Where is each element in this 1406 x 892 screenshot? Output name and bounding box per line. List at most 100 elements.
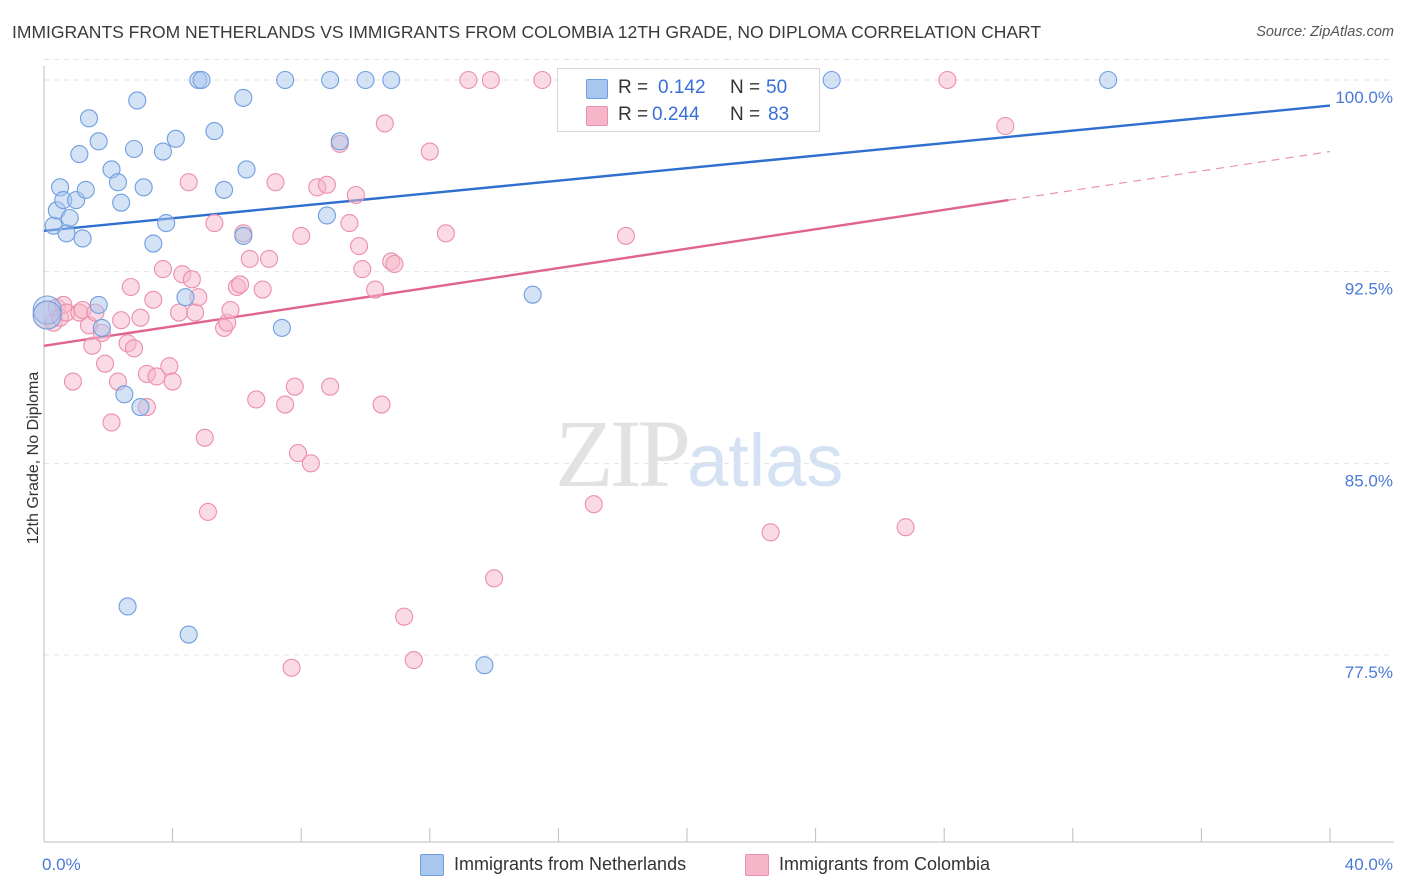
legend-r-label: R = xyxy=(618,77,649,98)
legend-n-value: 50 xyxy=(766,77,788,98)
series-legend-colombia[interactable]: Immigrants from Colombia xyxy=(745,853,1045,877)
trend-lines xyxy=(43,104,1331,347)
point-colombia xyxy=(195,428,214,447)
legend-n-label: N = xyxy=(730,104,761,125)
point-colombia xyxy=(584,495,603,514)
point-netherlands xyxy=(192,70,211,90)
point-colombia xyxy=(153,260,173,279)
point-colombia xyxy=(186,303,205,322)
point-colombia xyxy=(761,523,780,542)
point-colombia xyxy=(179,173,198,192)
legend-swatch-netherlands xyxy=(586,79,608,99)
point-netherlands xyxy=(214,180,234,199)
point-netherlands xyxy=(157,214,176,233)
point-colombia xyxy=(198,502,218,521)
point-colombia xyxy=(96,354,115,373)
point-colombia xyxy=(63,372,82,391)
point-netherlands xyxy=(176,288,195,307)
stats-legend: R = 0.142 N = 50 R = 0.244 N = 83 xyxy=(557,68,820,132)
legend-row-colombia: R = 0.244 N = 83 xyxy=(558,102,819,128)
point-colombia xyxy=(350,237,369,256)
point-netherlands xyxy=(118,597,137,616)
point-netherlands xyxy=(115,385,134,404)
point-colombia xyxy=(83,336,102,355)
point-netherlands xyxy=(124,139,144,159)
series-legend-netherlands[interactable]: Immigrants from Netherlands xyxy=(420,853,740,877)
y-tick-label: 77.5% xyxy=(1345,663,1393,682)
point-colombia xyxy=(259,249,279,268)
point-netherlands xyxy=(144,234,163,253)
point-colombia xyxy=(404,651,423,670)
point-colombia xyxy=(221,300,240,320)
point-colombia xyxy=(301,454,320,473)
point-netherlands xyxy=(234,226,253,245)
point-netherlands xyxy=(822,70,841,90)
y-tick-label: 100.0% xyxy=(1335,88,1393,107)
legend-r-label: R = xyxy=(618,104,649,125)
point-colombia xyxy=(896,518,915,537)
data-points xyxy=(32,70,1118,677)
point-colombia xyxy=(372,395,391,414)
point-colombia xyxy=(288,444,308,463)
point-colombia xyxy=(353,260,372,279)
legend-r-value: 0.142 xyxy=(658,77,706,98)
point-netherlands xyxy=(131,398,150,417)
point-netherlands xyxy=(276,70,295,90)
point-colombia xyxy=(533,70,552,90)
point-colombia xyxy=(231,275,250,294)
y-tick-label: 85.0% xyxy=(1345,471,1393,490)
point-netherlands xyxy=(128,91,147,110)
series-swatch-colombia xyxy=(745,854,769,876)
point-colombia xyxy=(247,390,266,409)
legend-n-value: 83 xyxy=(768,104,790,125)
point-netherlands xyxy=(73,229,92,248)
point-colombia xyxy=(938,70,957,90)
point-netherlands xyxy=(317,206,336,225)
point-netherlands xyxy=(32,300,62,330)
trend-line-colombia xyxy=(43,198,1009,347)
point-netherlands xyxy=(475,656,494,675)
point-colombia xyxy=(395,607,414,626)
point-netherlands xyxy=(134,178,153,197)
point-colombia xyxy=(121,277,140,297)
point-colombia xyxy=(147,367,166,386)
point-netherlands xyxy=(76,180,95,199)
axis-labels: 77.5% 85.0% 92.5% 100.0% 0.0% 40.0% 12th Grade… xyxy=(25,88,1393,874)
point-colombia xyxy=(205,214,224,233)
point-netherlands xyxy=(70,145,89,164)
watermark-zip: ZIP xyxy=(555,400,691,507)
point-colombia xyxy=(340,214,359,233)
x-tick-label: 0.0% xyxy=(42,855,81,874)
point-colombia xyxy=(385,254,404,274)
point-netherlands xyxy=(92,318,111,337)
y-tick-label: 92.5% xyxy=(1345,280,1393,299)
point-netherlands xyxy=(205,122,224,141)
point-colombia xyxy=(144,290,163,309)
series-label-colombia: Immigrants from Colombia xyxy=(779,854,991,874)
point-colombia xyxy=(160,357,179,376)
point-colombia xyxy=(163,372,182,391)
legend-r-value: 0.244 xyxy=(652,104,700,125)
point-netherlands xyxy=(234,88,253,107)
legend-n-label: N = xyxy=(730,77,761,98)
gridlines xyxy=(44,59,1394,656)
point-netherlands xyxy=(330,132,349,151)
point-colombia xyxy=(124,339,144,358)
point-colombia xyxy=(321,377,340,396)
legend-swatch-colombia xyxy=(586,106,608,126)
point-colombia xyxy=(485,569,504,588)
point-netherlands xyxy=(79,109,99,128)
point-colombia xyxy=(366,280,385,299)
point-netherlands xyxy=(179,625,198,644)
watermark-atlas: atlas xyxy=(687,419,844,502)
point-netherlands xyxy=(356,70,375,90)
point-netherlands xyxy=(89,132,108,151)
point-netherlands xyxy=(523,285,542,304)
point-netherlands xyxy=(237,160,256,179)
point-colombia xyxy=(276,395,295,414)
point-netherlands xyxy=(112,193,131,212)
point-colombia xyxy=(420,142,439,161)
point-netherlands xyxy=(57,224,76,243)
watermark: ZIPatlas xyxy=(555,398,843,509)
